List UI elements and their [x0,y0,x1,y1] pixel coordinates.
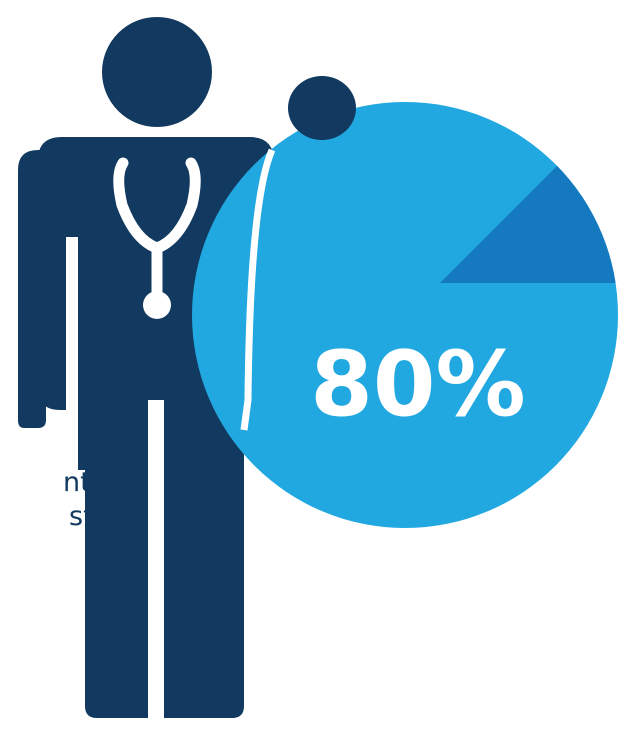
percent-label: 80% [310,332,525,437]
floating-dot [288,76,356,140]
pie-circle [192,102,618,528]
arm-separator [240,148,276,431]
arm-gap [66,237,78,417]
doctor-head [102,17,212,127]
leg-gap [148,400,164,730]
doctor-left-arm [18,150,46,428]
stethoscope-chestpiece [143,291,171,319]
